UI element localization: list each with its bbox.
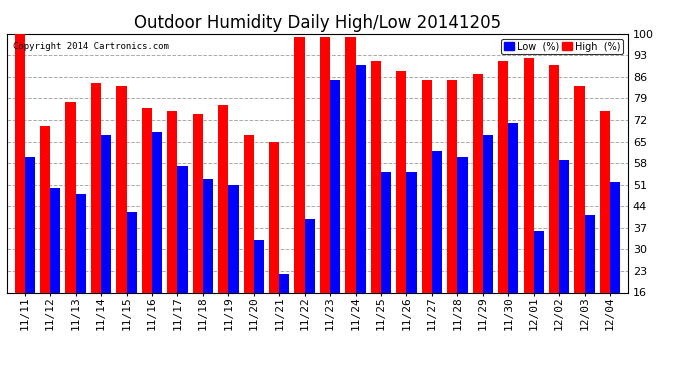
Bar: [244, 135, 254, 342]
Bar: [534, 231, 544, 342]
Bar: [91, 83, 101, 342]
Bar: [355, 64, 366, 342]
Bar: [167, 111, 177, 342]
Bar: [600, 111, 610, 342]
Bar: [203, 178, 213, 342]
Bar: [25, 157, 35, 342]
Bar: [269, 142, 279, 342]
Bar: [101, 135, 111, 342]
Bar: [381, 172, 391, 342]
Bar: [406, 172, 417, 342]
Bar: [524, 58, 534, 342]
Bar: [279, 274, 289, 342]
Bar: [396, 71, 406, 342]
Bar: [549, 64, 559, 342]
Bar: [509, 123, 518, 342]
Bar: [228, 185, 239, 342]
Title: Outdoor Humidity Daily High/Low 20141205: Outdoor Humidity Daily High/Low 20141205: [134, 14, 501, 32]
Bar: [305, 219, 315, 342]
Bar: [40, 126, 50, 342]
Bar: [346, 37, 355, 342]
Bar: [66, 102, 76, 342]
Bar: [193, 114, 203, 342]
Bar: [473, 74, 483, 342]
Bar: [575, 86, 584, 342]
Bar: [14, 34, 25, 342]
Bar: [457, 157, 468, 342]
Bar: [498, 62, 509, 342]
Bar: [610, 182, 620, 342]
Bar: [141, 108, 152, 342]
Bar: [584, 216, 595, 342]
Bar: [447, 80, 457, 342]
Bar: [76, 194, 86, 342]
Bar: [320, 37, 330, 342]
Bar: [422, 80, 432, 342]
Bar: [177, 166, 188, 342]
Legend: Low  (%), High  (%): Low (%), High (%): [501, 39, 623, 54]
Bar: [152, 132, 162, 342]
Bar: [371, 62, 381, 342]
Text: Copyright 2014 Cartronics.com: Copyright 2014 Cartronics.com: [13, 42, 169, 51]
Bar: [330, 80, 340, 342]
Bar: [559, 160, 569, 342]
Bar: [218, 105, 228, 342]
Bar: [432, 151, 442, 342]
Bar: [126, 212, 137, 342]
Bar: [254, 240, 264, 342]
Bar: [483, 135, 493, 342]
Bar: [295, 37, 305, 342]
Bar: [117, 86, 126, 342]
Bar: [50, 188, 60, 342]
